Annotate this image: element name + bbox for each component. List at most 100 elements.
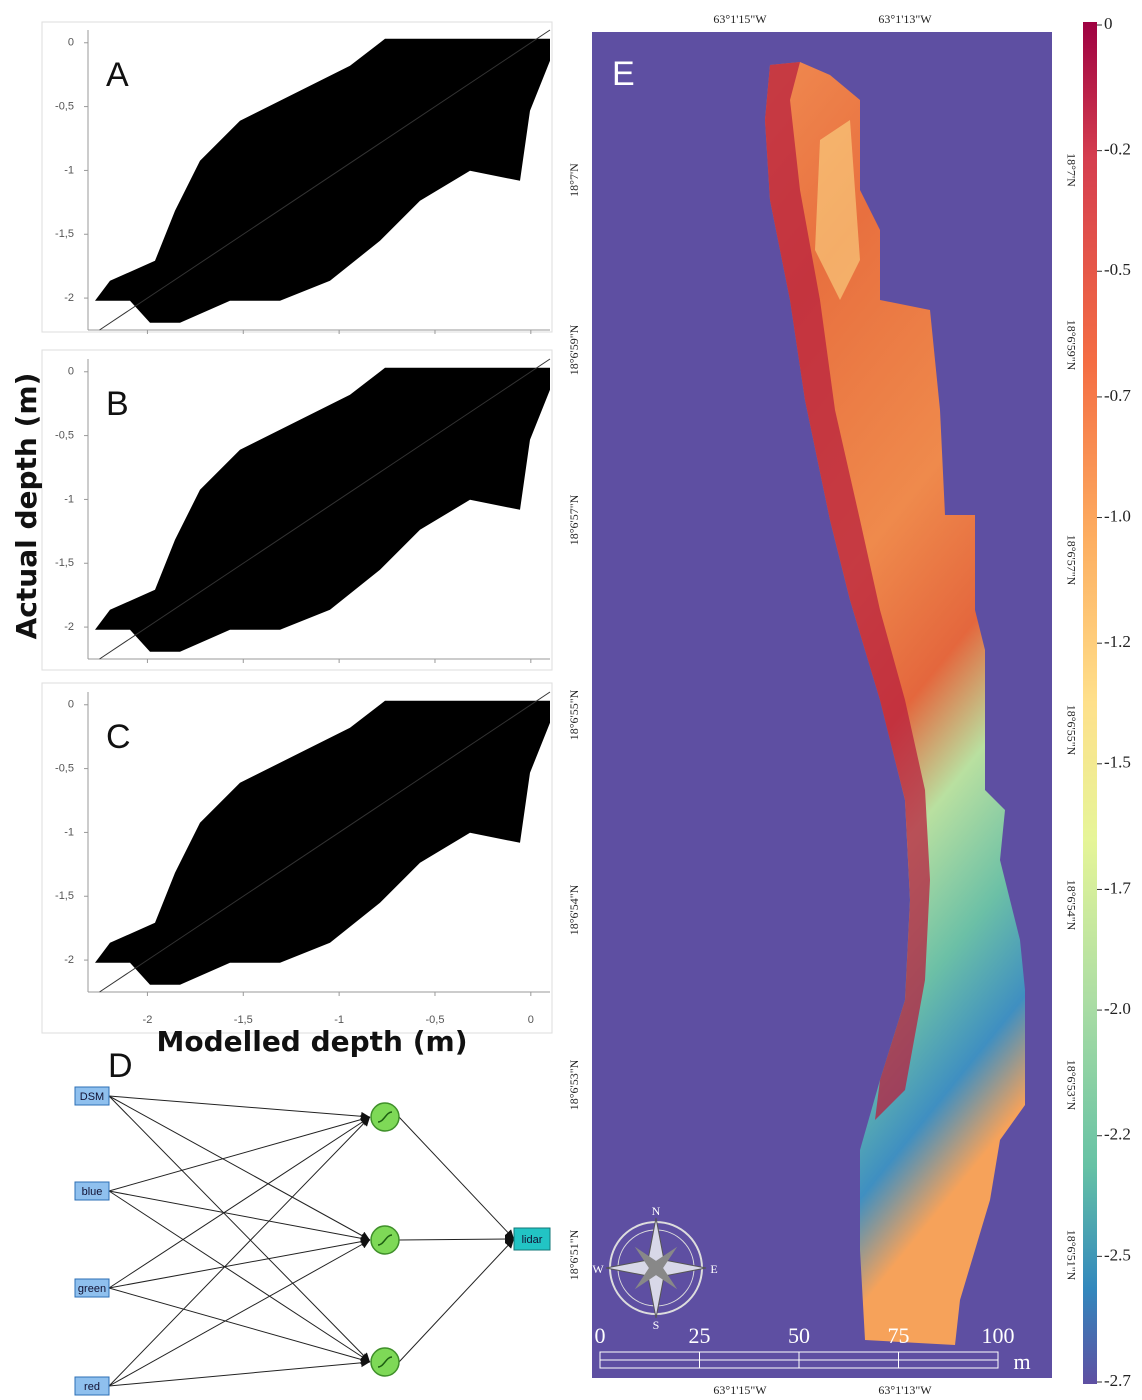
y-tick-label: -2 xyxy=(64,621,74,633)
edge xyxy=(108,1287,371,1364)
compass: N S E W xyxy=(592,1204,717,1332)
colorbar-label: -0.7 xyxy=(1104,386,1131,405)
colorbar-label: -0.5 xyxy=(1104,260,1131,279)
longitude-label: 63°1'15"W xyxy=(713,12,767,26)
compass-label: N xyxy=(652,1204,661,1218)
x-tick-label: -1,5 xyxy=(234,1014,253,1026)
y-tick-label: 0 xyxy=(68,37,74,49)
compass-label: E xyxy=(710,1262,717,1276)
colorbar-label: -2.0 xyxy=(1104,999,1131,1018)
x-tick-label: -1 xyxy=(334,1014,344,1026)
colorbar-label: -1.0 xyxy=(1104,506,1131,525)
y-tick-label: -0,5 xyxy=(55,101,74,113)
latitude-label: 18°6'55"N xyxy=(1064,705,1078,756)
compass-star xyxy=(634,1246,678,1290)
y-tick-label: -1,5 xyxy=(55,557,74,569)
edge xyxy=(108,1239,371,1387)
panel-letter: C xyxy=(106,718,131,756)
input-node-label: green xyxy=(78,1283,106,1295)
edge xyxy=(398,1238,515,1363)
latitude-label: 18°6'53"N xyxy=(1064,1060,1078,1111)
edge xyxy=(108,1095,371,1241)
latitude-label: 18°6'53"N xyxy=(567,1059,581,1110)
edge xyxy=(108,1358,371,1387)
scatter-panel: 0 -0,5 -1 -1,5 -2 -2 -1,5 -1 -0,5 0 C xyxy=(55,691,551,1026)
edge xyxy=(108,1190,371,1243)
identity-line xyxy=(99,29,551,331)
longitude-label: 63°1'13"W xyxy=(878,12,932,26)
colorbar-label: 0 xyxy=(1104,14,1113,33)
panel-letter: B xyxy=(106,385,129,423)
network: DSM blue green red lidar xyxy=(74,1086,551,1396)
x-tick-label: -2 xyxy=(143,1014,153,1026)
scale-unit: m xyxy=(1013,1349,1030,1374)
latitude-label: 18°6'59"N xyxy=(1064,320,1078,371)
y-tick-label: -0,5 xyxy=(55,430,74,442)
colorbar-label: -2.7 xyxy=(1104,1371,1131,1390)
activation-icon xyxy=(377,1356,393,1368)
output-node-label: lidar xyxy=(522,1234,543,1246)
edge xyxy=(108,1115,371,1192)
scatter-panel: 0 -0,5 -1 -1,5 -2 B xyxy=(55,358,551,663)
scale-label: 50 xyxy=(788,1323,810,1348)
scale-label: 25 xyxy=(689,1323,711,1348)
input-node xyxy=(74,1181,110,1201)
activation-icon xyxy=(377,1111,393,1123)
y-tick-label: -1 xyxy=(64,493,74,505)
colorbar-label: -2.2 xyxy=(1104,1125,1131,1144)
colorbar-label: -0.2 xyxy=(1104,140,1131,159)
x-tick-label: -0,5 xyxy=(425,1014,444,1026)
identity-line xyxy=(99,358,551,660)
input-node-label: DSM xyxy=(80,1091,104,1103)
latitude-label: 18°7'N xyxy=(567,163,581,197)
latitude-label: 18°6'54"N xyxy=(567,884,581,935)
y-tick-label: -1,5 xyxy=(55,228,74,240)
x-axis-title: Modelled depth (m) xyxy=(156,1025,467,1058)
scatter-panel: 0 -0,5 -1 -1,5 -2 A xyxy=(55,29,551,334)
longitude-label: 63°1'13"W xyxy=(878,1383,932,1397)
colorbar-label: -2.5 xyxy=(1104,1245,1131,1264)
edge xyxy=(108,1237,371,1289)
y-tick-label: -1 xyxy=(64,826,74,838)
x-tick-label: 0 xyxy=(528,1014,534,1026)
compass-label: S xyxy=(653,1318,660,1332)
point-cloud xyxy=(95,38,550,323)
scale-label: 0 xyxy=(595,1323,606,1348)
latitude-label: 18°6'57"N xyxy=(1064,535,1078,586)
point-cloud xyxy=(95,700,550,985)
y-tick-label: -0,5 xyxy=(55,763,74,775)
input-node xyxy=(74,1086,110,1106)
latitude-label: 18°6'51"N xyxy=(1064,1230,1078,1281)
latitude-label: 18°6'57"N xyxy=(567,494,581,545)
edge xyxy=(108,1095,371,1121)
colorbar-label: -1.7 xyxy=(1104,878,1131,897)
input-node-label: blue xyxy=(82,1186,103,1198)
y-tick-label: -2 xyxy=(64,292,74,304)
edge xyxy=(108,1190,371,1363)
y-tick-label: -1,5 xyxy=(55,890,74,902)
edge xyxy=(108,1095,371,1363)
latitude-label: 18°6'55"N xyxy=(567,689,581,740)
edge xyxy=(108,1116,371,1289)
input-node xyxy=(74,1278,110,1298)
colorbar-label: -1.2 xyxy=(1104,632,1131,651)
panel-letter: E xyxy=(612,55,635,93)
latitude-label: 18°6'59"N xyxy=(567,324,581,375)
scale-label: 75 xyxy=(888,1323,910,1348)
panel-letter: A xyxy=(106,56,129,94)
input-node xyxy=(74,1376,110,1396)
y-tick-label: -1 xyxy=(64,164,74,176)
edge xyxy=(398,1116,515,1240)
y-tick-label: 0 xyxy=(68,366,74,378)
input-node-label: red xyxy=(84,1381,100,1393)
output-node xyxy=(513,1227,551,1251)
compass-label: W xyxy=(592,1262,604,1276)
identity-line xyxy=(99,691,551,993)
colorbar xyxy=(1083,22,1097,1384)
latitude-label: 18°6'51"N xyxy=(567,1229,581,1280)
longitude-label: 63°1'15"W xyxy=(713,1383,767,1397)
activation-icon xyxy=(377,1234,393,1246)
edge xyxy=(398,1234,515,1244)
